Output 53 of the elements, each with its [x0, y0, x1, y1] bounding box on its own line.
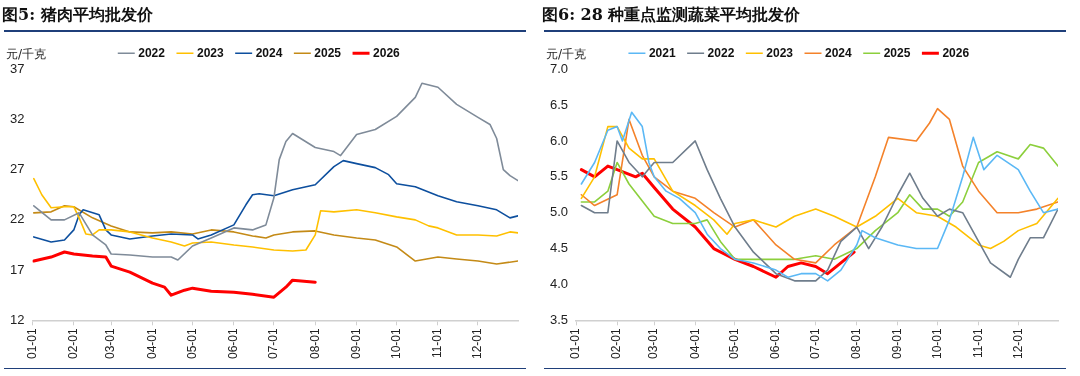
x-tick-label: 09-01 [348, 327, 363, 360]
legend-label: 2024 [825, 45, 853, 60]
x-tick-label: 11-01 [430, 327, 445, 359]
x-tick-label: 10-01 [388, 327, 403, 360]
y-tick-label: 7.0 [549, 60, 569, 76]
legend-label: 2025 [314, 45, 342, 60]
y-tick-label: 6.0 [549, 132, 569, 148]
y-tick-label: 12 [9, 311, 25, 327]
y-tick-label: 17 [9, 261, 25, 277]
y-tick-label: 22 [9, 211, 25, 227]
y-tick-label: 27 [9, 161, 25, 177]
x-tick-label: 07-01 [808, 327, 823, 360]
x-tick-label: 09-01 [890, 327, 905, 360]
y-tick-label: 4.0 [549, 276, 569, 292]
legend-label: 2023 [766, 45, 794, 60]
x-tick-label: 08-01 [307, 327, 322, 360]
y-tick-label: 37 [9, 60, 25, 76]
legend-label: 2022 [138, 45, 166, 60]
x-tick-label: 06-01 [226, 327, 241, 360]
y-tick-label: 5.5 [549, 168, 569, 184]
y-tick-label: 32 [9, 111, 25, 126]
legend-label: 2024 [255, 45, 283, 60]
legend-label: 2023 [196, 45, 224, 60]
x-tick-label: 02-01 [609, 327, 624, 360]
legend-label: 2026 [373, 45, 401, 60]
x-tick-label: 06-01 [768, 327, 783, 360]
legend-label: 2022 [707, 45, 735, 60]
x-tick-label: 07-01 [266, 327, 281, 360]
x-tick-label: 12-01 [1010, 327, 1025, 360]
x-tick-label: 03-01 [103, 327, 118, 360]
x-tick-label: 11-01 [970, 327, 985, 359]
y-axis-title: 元/千克 [546, 47, 587, 62]
x-tick-label: 08-01 [849, 327, 864, 360]
y-tick-label: 3.5 [549, 311, 569, 327]
x-tick-label: 05-01 [727, 327, 742, 360]
chart-title: 图5: 猪肉平均批发价 [2, 4, 154, 24]
x-tick-label: 02-01 [66, 327, 81, 360]
legend-label: 2026 [942, 45, 970, 60]
y-tick-label: 4.5 [549, 240, 569, 256]
x-tick-label: 01-01 [24, 327, 39, 360]
legend-label: 2021 [648, 45, 676, 60]
x-tick-label: 01-01 [568, 327, 583, 360]
legend-label: 2025 [883, 45, 911, 60]
x-tick-label: 12-01 [470, 327, 485, 360]
y-tick-label: 5.0 [549, 204, 569, 220]
y-tick-label: 6.5 [549, 96, 569, 112]
x-tick-label: 05-01 [184, 327, 199, 360]
x-tick-label: 03-01 [646, 327, 661, 360]
x-tick-label: 10-01 [929, 327, 944, 360]
y-axis-title: 元/千克 [6, 47, 47, 62]
x-tick-label: 04-01 [144, 327, 159, 360]
x-tick-label: 04-01 [687, 327, 702, 360]
chart-title: 图6: 28 种重点监测蔬菜平均批发价 [542, 4, 802, 24]
